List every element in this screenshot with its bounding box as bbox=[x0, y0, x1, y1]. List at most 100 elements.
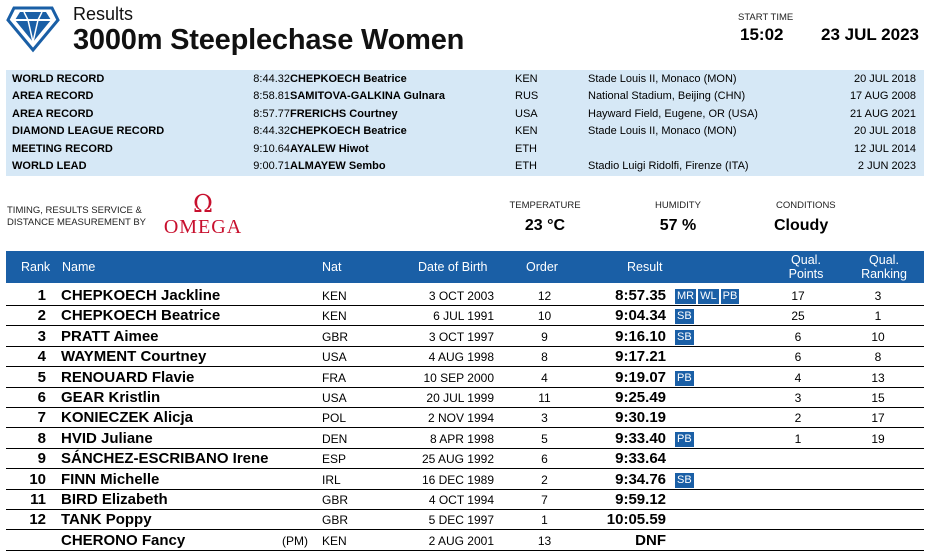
athlete-dob: 2 NOV 1994 bbox=[427, 411, 494, 426]
conditions-label: CONDITIONS bbox=[776, 200, 836, 211]
athlete-result: 9:25.49 bbox=[615, 389, 666, 406]
results-table-header: Rank Name Nat Date of Birth Order Result… bbox=[6, 251, 924, 283]
athlete-result: DNF bbox=[635, 531, 666, 549]
athlete-rank: 12 bbox=[29, 511, 46, 529]
record-date: 20 JUL 2018 bbox=[854, 125, 916, 138]
athlete-rank: 3 bbox=[37, 327, 46, 345]
record-row: AREA RECORD 8:58.81 SAMITOVA-GALKINA Gulna… bbox=[6, 88, 924, 106]
row-separator bbox=[6, 305, 924, 306]
athlete-name: FINN Michelle bbox=[61, 470, 160, 488]
record-performance: 9:00.71 bbox=[253, 160, 290, 172]
result-badges: SB bbox=[675, 306, 694, 326]
athlete-rank: 10 bbox=[29, 470, 46, 488]
athlete-rank: 7 bbox=[37, 409, 46, 427]
athlete-result: 9:30.19 bbox=[615, 409, 666, 427]
temperature-block: TEMPERATURE 23 °C bbox=[502, 200, 588, 235]
record-holder: SAMITOVA-GALKINA Gulnara bbox=[290, 90, 446, 103]
qual-points bbox=[776, 510, 820, 530]
col-rank: Rank bbox=[21, 260, 51, 274]
athlete-result: 9:34.76 bbox=[615, 470, 666, 488]
athlete-name: HVID Juliane bbox=[61, 429, 153, 447]
record-venue: Stadio Luigi Ridolfi, Firenze (ITA) bbox=[588, 160, 749, 172]
athlete-result: 9:19.07 bbox=[615, 368, 666, 386]
record-row: AREA RECORD 8:57.77 FRERICHS Courtney USA Ha… bbox=[6, 106, 924, 124]
athlete-rank: 8 bbox=[37, 429, 46, 447]
row-separator bbox=[6, 468, 924, 470]
result-badges: MR WL PB bbox=[675, 286, 740, 306]
athlete-order: 5 bbox=[541, 431, 548, 446]
athlete-nat: FRA bbox=[322, 370, 346, 385]
qual-points: 3 bbox=[794, 391, 802, 405]
athlete-order: 10 bbox=[537, 309, 552, 324]
result-badge: SB bbox=[675, 309, 694, 325]
row-separator bbox=[6, 549, 924, 551]
omega-wordmark: OMEGA bbox=[163, 216, 243, 238]
athlete-nat: KEN bbox=[322, 289, 347, 303]
record-date: 17 AUG 2008 bbox=[849, 90, 916, 103]
record-venue: Hayward Field, Eugene, OR (USA) bbox=[588, 107, 758, 120]
timing-label-line2: DISTANCE MEASUREMENT BY bbox=[7, 217, 147, 228]
record-row: WORLD LEAD 9:00.71 ALMAYEW Sembo ETH Stadio … bbox=[6, 158, 924, 176]
athlete-dob: 3 OCT 1997 bbox=[428, 329, 494, 344]
athlete-nat: ESP bbox=[322, 452, 347, 467]
row-separator bbox=[6, 447, 924, 449]
athlete-result: 9:16.10 bbox=[615, 327, 666, 345]
qual-ranking bbox=[856, 490, 900, 510]
start-time-label: START TIME bbox=[738, 12, 794, 23]
qual-ranking: 19 bbox=[871, 431, 885, 446]
qual-points: 4 bbox=[794, 370, 802, 385]
athlete-rank: 5 bbox=[37, 368, 46, 386]
qual-ranking: 1 bbox=[874, 309, 882, 324]
record-performance: 8:58.81 bbox=[253, 90, 290, 103]
qual-ranking bbox=[856, 449, 900, 469]
qual-ranking: 10 bbox=[871, 329, 885, 344]
col-qual-ranking-line2: Ranking bbox=[861, 267, 907, 281]
col-qual-ranking-line1: Qual. bbox=[869, 253, 899, 267]
athlete-name: GEAR Kristlin bbox=[61, 389, 161, 406]
athlete-nat: POL bbox=[322, 411, 347, 426]
record-type: AREA RECORD bbox=[12, 107, 94, 120]
row-separator bbox=[6, 488, 924, 490]
athlete-result: 9:33.64 bbox=[615, 450, 666, 468]
athlete-nat: USA bbox=[322, 350, 347, 365]
athlete-dob: 4 OCT 1994 bbox=[428, 493, 494, 507]
qual-points: 25 bbox=[791, 309, 805, 324]
qual-points bbox=[776, 470, 820, 490]
result-badges: PB bbox=[675, 368, 694, 388]
result-badge: PB bbox=[720, 289, 740, 304]
col-qual-ranking: Qual. Ranking bbox=[854, 251, 914, 283]
result-badge: SB bbox=[675, 329, 694, 345]
col-result: Result bbox=[627, 260, 663, 274]
athlete-rank: 1 bbox=[37, 287, 46, 304]
timing-label: TIMING, RESULTS SERVICE & DISTANCE MEASU… bbox=[7, 205, 146, 229]
athlete-dob: 10 SEP 2000 bbox=[423, 370, 494, 385]
table-row: 11 BIRD Elizabeth GBR 4 OCT 1994 7 9:59.12 bbox=[6, 490, 924, 510]
row-separator bbox=[6, 509, 924, 510]
athlete-name: RENOUARD Flavie bbox=[61, 368, 195, 386]
table-row: 9 SÁNCHEZ-ESCRIBANO Irene ESP 25 AUG 1992 6 9… bbox=[6, 449, 924, 469]
athlete-order: 13 bbox=[537, 533, 552, 548]
record-nat: ETH bbox=[515, 160, 537, 172]
record-nat: ETH bbox=[515, 142, 537, 155]
athlete-name: CHEPKOECH Jackline bbox=[61, 287, 221, 304]
record-type: WORLD LEAD bbox=[12, 160, 87, 172]
omega-symbol-icon: Ω bbox=[193, 190, 213, 218]
athlete-nat: DEN bbox=[322, 431, 348, 446]
athlete-dob: 6 JUL 1991 bbox=[433, 309, 494, 324]
athlete-name: WAYMENT Courtney bbox=[61, 348, 207, 366]
table-row: 3 PRATT Aimee GBR 3 OCT 1997 9 9:16.10 SB 6 10 bbox=[6, 327, 924, 347]
row-separator bbox=[6, 386, 924, 388]
record-row: DIAMOND LEAGUE RECORD 8:44.32 CHEPKOECH Be… bbox=[6, 123, 924, 141]
record-type: DIAMOND LEAGUE RECORD bbox=[12, 125, 165, 138]
athlete-name: TANK Poppy bbox=[61, 511, 152, 529]
record-date: 20 JUL 2018 bbox=[854, 73, 916, 85]
col-qual-points: Qual. Points bbox=[776, 251, 836, 283]
athlete-nat: IRL bbox=[322, 472, 341, 487]
record-row: WORLD RECORD 8:44.32 CHEPKOECH Beatrice KEN… bbox=[6, 71, 924, 89]
athlete-nat: GBR bbox=[322, 493, 349, 507]
col-nat: Nat bbox=[322, 260, 342, 274]
table-row: 4 WAYMENT Courtney USA 4 AUG 1998 8 9:17.21 6 8 bbox=[6, 347, 924, 367]
pacemaker-label: (PM) bbox=[282, 533, 308, 548]
temperature-value: 23 °C bbox=[524, 217, 566, 234]
athlete-rank: 4 bbox=[37, 348, 46, 366]
